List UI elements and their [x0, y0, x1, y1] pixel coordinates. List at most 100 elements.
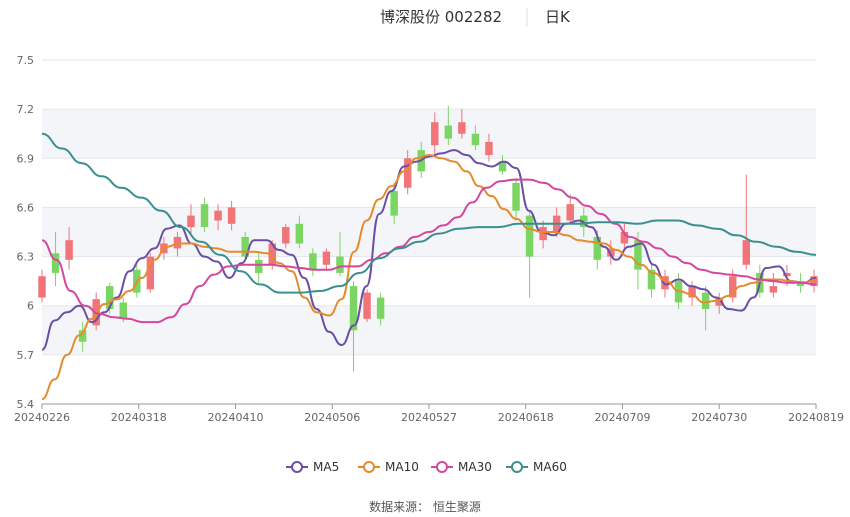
candle-down: [241, 232, 249, 260]
candle-body: [349, 286, 358, 331]
candle-up: [214, 204, 222, 231]
candle-body: [444, 125, 453, 139]
candle-up: [322, 248, 331, 270]
candle-body: [769, 286, 778, 293]
y-tick-label: 6.9: [17, 152, 35, 165]
candle-down: [254, 253, 263, 283]
candle-up: [282, 223, 290, 249]
candle-body: [187, 215, 195, 228]
candle-body: [715, 297, 723, 306]
legend-label: MA10: [385, 460, 419, 474]
candle-down: [512, 177, 520, 221]
legend-marker-icon: [511, 461, 523, 473]
candle-body: [78, 330, 87, 342]
candle-body: [227, 207, 236, 224]
y-axis: 5.4 5.7 6 6.3 6.6 6.9 7.2 7.5: [17, 54, 35, 411]
candle-body: [38, 276, 46, 298]
ma60-line: [41, 132, 817, 294]
x-tick-label: 20240819: [788, 411, 844, 424]
y-tick-label: 5.7: [17, 349, 35, 362]
candle-body: [295, 223, 304, 244]
candle-body: [566, 204, 574, 221]
candle-body: [336, 256, 344, 273]
ma30-line: [41, 178, 817, 324]
candle-up: [227, 200, 236, 231]
legend-marker-icon: [436, 461, 448, 473]
candle-up: [363, 289, 371, 323]
candle-body: [51, 253, 60, 273]
legend-label: MA60: [533, 460, 567, 474]
candle-body: [593, 236, 602, 260]
chart-title: 博深股份 002282: [380, 8, 502, 26]
candle-up: [742, 174, 751, 270]
candle-down: [295, 215, 304, 249]
moving-average-lines: [41, 132, 817, 401]
candle-body: [661, 276, 669, 290]
x-tick-label: 20240618: [498, 411, 554, 424]
candle-body: [254, 259, 263, 273]
candle-body: [485, 141, 493, 156]
candle-up: [431, 112, 439, 156]
candle-body: [431, 122, 439, 146]
y-tick-label: 7.2: [17, 103, 35, 116]
candle-down: [309, 248, 317, 277]
candle-up: [715, 292, 723, 314]
y-tick-label: 5.4: [17, 398, 35, 411]
candle-body: [742, 240, 751, 265]
candle-body: [620, 232, 629, 244]
candle-body: [146, 256, 155, 290]
candle-up: [146, 253, 155, 293]
plot-band: [42, 109, 816, 159]
candle-body: [403, 158, 412, 188]
x-tick-label: 20240709: [595, 411, 651, 424]
y-tick-label: 6.3: [17, 251, 35, 264]
candle-body: [65, 240, 73, 260]
legend-item-ma30[interactable]: MA30: [431, 460, 492, 474]
legend-item-ma60[interactable]: MA60: [506, 460, 567, 474]
candle-down: [376, 292, 385, 326]
x-tick-label: 20240318: [111, 411, 167, 424]
legend-item-ma5[interactable]: MA5: [286, 460, 339, 474]
y-tick-label: 6: [27, 300, 34, 313]
candle-body: [634, 240, 642, 270]
candle-up: [458, 109, 466, 139]
candle-body: [282, 227, 290, 244]
candle-up: [769, 272, 778, 298]
data-source: 数据来源： 恒生聚源: [369, 499, 481, 514]
candle-body: [810, 276, 818, 287]
x-tick-label: 20240506: [304, 411, 360, 424]
candle-up: [38, 269, 46, 303]
candle-down: [78, 322, 87, 352]
candle-down: [701, 286, 710, 331]
candle-up: [187, 204, 195, 234]
candle-up: [620, 223, 629, 249]
candle-body: [512, 182, 520, 211]
candle-down: [525, 210, 534, 298]
candle-body: [471, 133, 480, 146]
candle-down: [200, 197, 209, 232]
candle-body: [268, 243, 276, 265]
legend-label: MA5: [313, 460, 339, 474]
candle-up: [403, 150, 412, 195]
candle-body: [539, 227, 547, 241]
chart-period: 日K: [545, 8, 571, 26]
candle-down: [634, 232, 642, 290]
x-tick-label: 20240730: [691, 411, 747, 424]
candle-body: [525, 215, 534, 257]
ma10-line: [41, 153, 817, 401]
candle-body: [701, 292, 710, 309]
legend-marker-icon: [291, 461, 303, 473]
legend-item-ma10[interactable]: MA10: [358, 460, 419, 474]
candle-up: [607, 240, 615, 265]
candle-up: [566, 194, 574, 224]
ma5-line: [41, 149, 817, 351]
candle-down: [498, 155, 507, 175]
x-tick-label: 20240527: [401, 411, 457, 424]
candle-body: [688, 286, 696, 298]
candle-down: [647, 264, 656, 298]
candle-body: [376, 297, 385, 319]
legend[interactable]: MA5 MA10 MA30 MA60: [286, 460, 567, 474]
candle-body: [783, 272, 791, 277]
candle-body: [322, 251, 331, 265]
